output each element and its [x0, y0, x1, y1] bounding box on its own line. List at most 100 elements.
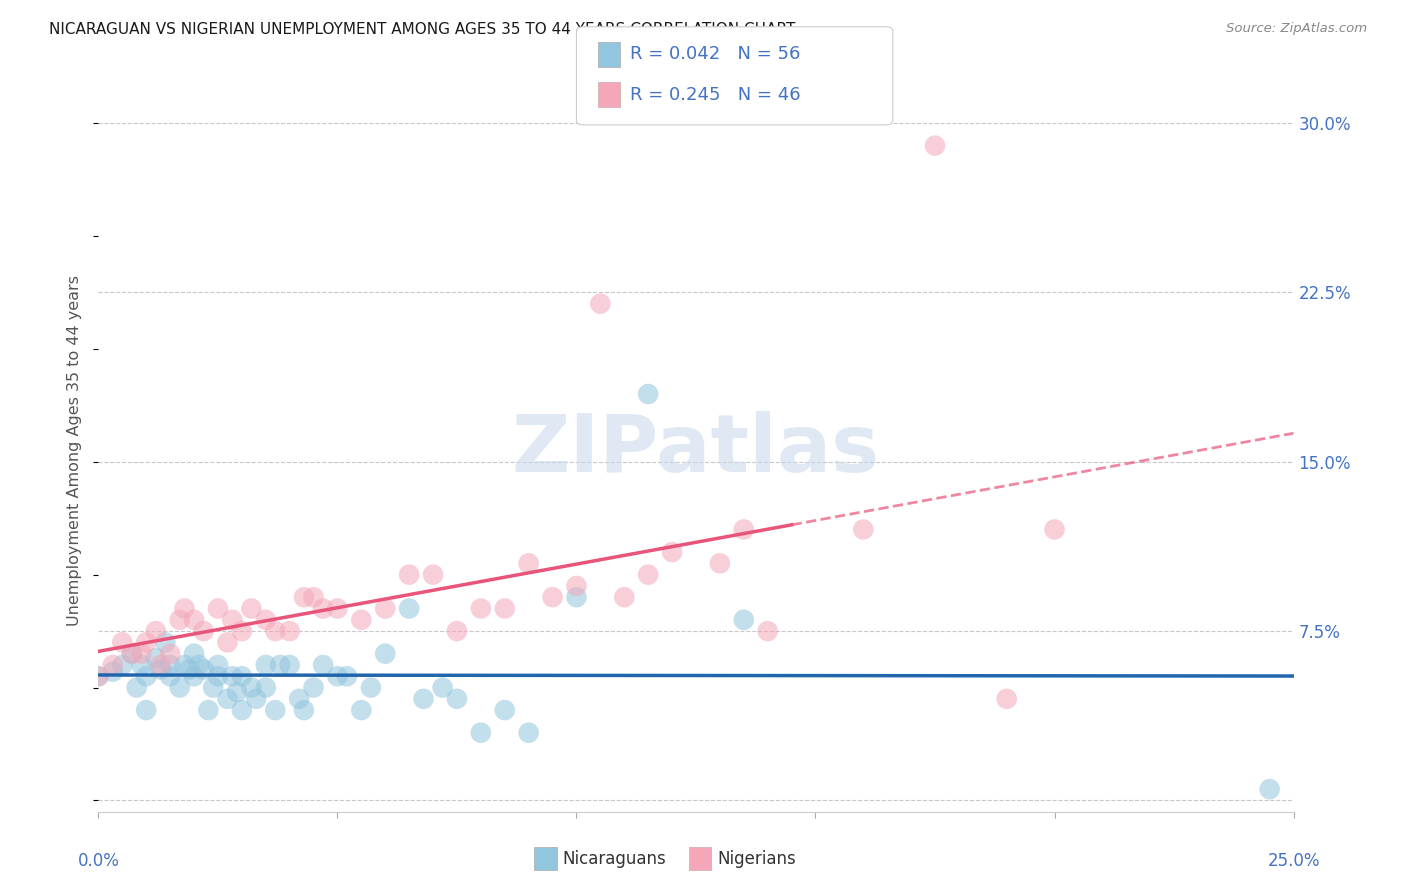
Point: [756, 624, 779, 639]
Point: [302, 681, 325, 695]
Point: [637, 567, 659, 582]
Point: [187, 657, 209, 672]
Point: [278, 624, 301, 639]
Point: [292, 703, 315, 717]
Point: [149, 657, 172, 672]
Point: [254, 657, 277, 672]
Point: [155, 635, 177, 649]
Point: [470, 725, 492, 739]
Point: [145, 651, 167, 665]
Point: [183, 613, 205, 627]
Point: [637, 387, 659, 401]
Point: [565, 579, 588, 593]
Point: [302, 591, 325, 605]
Point: [709, 557, 731, 571]
Point: [221, 613, 243, 627]
Point: [398, 601, 420, 615]
Point: [173, 601, 195, 615]
Point: [101, 665, 124, 679]
Point: [87, 669, 110, 683]
Point: [159, 647, 181, 661]
Point: [111, 635, 134, 649]
Point: [264, 624, 287, 639]
Point: [121, 647, 143, 661]
Point: [197, 703, 219, 717]
Text: ZIPatlas: ZIPatlas: [512, 411, 880, 490]
Point: [326, 601, 349, 615]
Point: [240, 601, 263, 615]
Point: [87, 669, 110, 683]
Text: Nicaraguans: Nicaraguans: [562, 849, 666, 868]
Point: [135, 669, 157, 683]
Point: [131, 647, 153, 661]
Point: [350, 613, 373, 627]
Point: [613, 591, 636, 605]
Text: 0.0%: 0.0%: [77, 853, 120, 871]
Point: [326, 669, 349, 683]
Point: [1258, 782, 1281, 797]
Point: [226, 685, 249, 699]
Point: [470, 601, 492, 615]
Point: [995, 691, 1018, 706]
Point: [125, 681, 148, 695]
Point: [217, 635, 239, 649]
Point: [446, 691, 468, 706]
Point: [231, 703, 253, 717]
Point: [169, 613, 191, 627]
Text: NICARAGUAN VS NIGERIAN UNEMPLOYMENT AMONG AGES 35 TO 44 YEARS CORRELATION CHART: NICARAGUAN VS NIGERIAN UNEMPLOYMENT AMON…: [49, 22, 796, 37]
Point: [149, 663, 172, 677]
Point: [517, 725, 540, 739]
Point: [159, 657, 181, 672]
Point: [202, 681, 225, 695]
Point: [398, 567, 420, 582]
Text: R = 0.042   N = 56: R = 0.042 N = 56: [630, 45, 800, 63]
Point: [1043, 523, 1066, 537]
Point: [254, 681, 277, 695]
Point: [264, 703, 287, 717]
Point: [269, 657, 291, 672]
Point: [661, 545, 683, 559]
Point: [207, 657, 229, 672]
Point: [131, 657, 153, 672]
Text: 25.0%: 25.0%: [1267, 853, 1320, 871]
Point: [565, 591, 588, 605]
Point: [193, 663, 215, 677]
Point: [159, 669, 181, 683]
Point: [432, 681, 454, 695]
Y-axis label: Unemployment Among Ages 35 to 44 years: Unemployment Among Ages 35 to 44 years: [67, 275, 83, 626]
Point: [121, 647, 143, 661]
Point: [135, 703, 157, 717]
Text: Source: ZipAtlas.com: Source: ZipAtlas.com: [1226, 22, 1367, 36]
Point: [374, 601, 396, 615]
Point: [278, 657, 301, 672]
Point: [446, 624, 468, 639]
Point: [179, 663, 201, 677]
Point: [733, 523, 755, 537]
Point: [350, 703, 373, 717]
Point: [111, 657, 134, 672]
Point: [173, 657, 195, 672]
Text: Nigerians: Nigerians: [717, 849, 796, 868]
Point: [217, 691, 239, 706]
Point: [231, 624, 253, 639]
Point: [852, 523, 875, 537]
Point: [312, 657, 335, 672]
Point: [288, 691, 311, 706]
Point: [183, 669, 205, 683]
Point: [193, 624, 215, 639]
Point: [221, 669, 243, 683]
Point: [422, 567, 444, 582]
Point: [145, 624, 167, 639]
Point: [101, 657, 124, 672]
Point: [494, 703, 516, 717]
Point: [924, 138, 946, 153]
Point: [169, 681, 191, 695]
Point: [412, 691, 434, 706]
Point: [240, 681, 263, 695]
Point: [135, 635, 157, 649]
Text: R = 0.245   N = 46: R = 0.245 N = 46: [630, 86, 800, 103]
Point: [374, 647, 396, 661]
Point: [360, 681, 382, 695]
Point: [517, 557, 540, 571]
Point: [254, 613, 277, 627]
